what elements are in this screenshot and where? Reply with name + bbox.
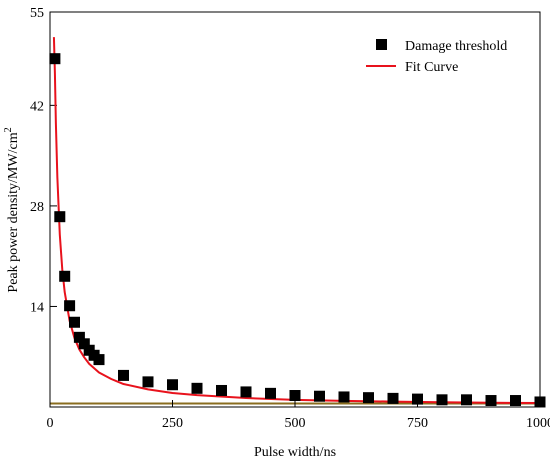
data-point-marker bbox=[485, 395, 497, 407]
data-point-marker bbox=[59, 270, 71, 282]
fit-curve-line bbox=[52, 37, 541, 405]
data-point-marker bbox=[461, 394, 472, 406]
y-tick-label: 28 bbox=[30, 200, 44, 215]
legend-label-damage-threshold: Damage threshold bbox=[405, 39, 507, 54]
data-point-marker bbox=[534, 396, 546, 408]
data-point-marker bbox=[436, 394, 448, 406]
x-tick-label: 1000 bbox=[526, 416, 550, 431]
data-point-marker bbox=[510, 395, 521, 407]
y-tick-label: 14 bbox=[30, 300, 44, 315]
ticks-layer: 0 250 500 750 1000 14 28 42 55 bbox=[30, 6, 550, 431]
data-point-marker bbox=[191, 382, 203, 394]
plot-frame bbox=[49, 11, 541, 408]
y-tick-label: 55 bbox=[30, 6, 44, 21]
y-axis-title: Peak power density/MW/cm2 bbox=[3, 127, 21, 292]
data-point-marker bbox=[64, 300, 76, 312]
legend-marker-damage-threshold bbox=[376, 39, 387, 50]
data-point-marker bbox=[54, 211, 66, 223]
data-point-marker bbox=[289, 390, 301, 402]
data-point-marker bbox=[338, 391, 350, 403]
data-point-marker bbox=[314, 390, 325, 402]
data-point-marker bbox=[49, 53, 61, 65]
fit-curve-layer bbox=[52, 37, 541, 405]
data-point-marker bbox=[78, 338, 90, 350]
data-point-marker bbox=[216, 384, 227, 396]
data-point-marker bbox=[363, 392, 374, 404]
y-tick-label: 42 bbox=[30, 99, 44, 114]
data-point-marker bbox=[142, 376, 154, 388]
x-axis-title: Pulse width/ns bbox=[254, 445, 336, 460]
data-point-marker bbox=[265, 387, 276, 399]
marker-layer bbox=[49, 53, 546, 408]
y-axis-title-superscript: 2 bbox=[3, 127, 14, 132]
legend-label-fit-curve: Fit Curve bbox=[405, 60, 458, 75]
data-point-marker bbox=[73, 331, 85, 343]
data-point-marker bbox=[240, 386, 252, 398]
data-point-marker bbox=[167, 379, 178, 391]
y-axis-title-main: Peak power density/MW/cm bbox=[6, 132, 21, 292]
legend: Damage threshold Fit Curve bbox=[366, 39, 507, 75]
data-point-marker bbox=[69, 316, 80, 328]
data-point-marker bbox=[387, 392, 399, 404]
data-point-marker bbox=[118, 369, 129, 381]
x-tick-label: 250 bbox=[162, 416, 183, 431]
data-point-marker bbox=[412, 393, 423, 405]
x-tick-label: 750 bbox=[407, 416, 428, 431]
x-tick-label: 0 bbox=[47, 416, 54, 431]
x-tick-label: 500 bbox=[285, 416, 306, 431]
data-point-marker bbox=[93, 354, 105, 366]
